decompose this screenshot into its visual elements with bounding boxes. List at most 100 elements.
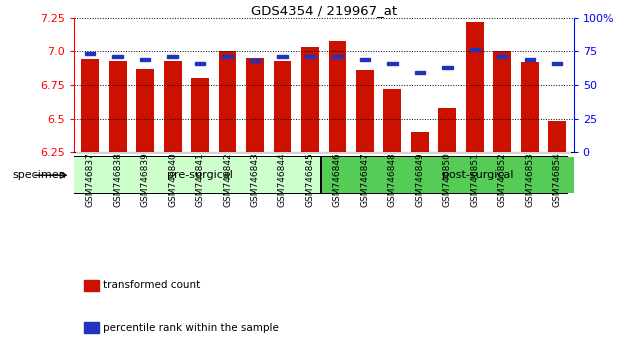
- Bar: [332, 55, 343, 58]
- Bar: [461, 152, 488, 154]
- Bar: [516, 152, 544, 154]
- Bar: [387, 62, 397, 65]
- Bar: [250, 59, 260, 62]
- Bar: [140, 58, 151, 61]
- Bar: [167, 55, 178, 58]
- Bar: [379, 152, 406, 154]
- Text: specimen: specimen: [13, 170, 67, 180]
- Bar: [524, 58, 535, 61]
- Bar: [76, 152, 104, 154]
- Bar: [131, 152, 159, 154]
- Bar: [356, 70, 374, 152]
- Bar: [301, 47, 319, 152]
- Bar: [497, 55, 508, 58]
- Bar: [415, 71, 425, 74]
- Bar: [433, 152, 461, 154]
- Bar: [304, 55, 315, 58]
- Bar: [274, 61, 292, 152]
- Text: GSM746851: GSM746851: [470, 152, 479, 207]
- Bar: [241, 152, 269, 154]
- Bar: [187, 152, 214, 154]
- Text: GSM746838: GSM746838: [113, 152, 122, 207]
- Bar: [351, 152, 379, 154]
- Text: GSM746850: GSM746850: [443, 152, 452, 207]
- Bar: [433, 152, 461, 154]
- Bar: [520, 62, 538, 152]
- Bar: [241, 152, 269, 154]
- Text: GSM746848: GSM746848: [388, 152, 397, 207]
- Text: GSM746837: GSM746837: [86, 152, 95, 207]
- Text: GSM746845: GSM746845: [306, 152, 315, 207]
- Bar: [219, 51, 237, 152]
- Text: GSM746841: GSM746841: [196, 152, 204, 207]
- Bar: [461, 152, 488, 154]
- Bar: [109, 61, 127, 152]
- Bar: [544, 152, 571, 154]
- Bar: [544, 152, 571, 154]
- Bar: [278, 55, 288, 58]
- Text: GSM746852: GSM746852: [498, 152, 507, 207]
- Text: GSM746854: GSM746854: [553, 152, 562, 207]
- Text: percentile rank within the sample: percentile rank within the sample: [103, 322, 279, 332]
- Bar: [438, 108, 456, 152]
- Bar: [246, 58, 264, 152]
- Bar: [76, 152, 104, 154]
- Bar: [296, 152, 324, 154]
- Bar: [470, 48, 480, 51]
- Bar: [214, 152, 241, 154]
- Bar: [159, 152, 187, 154]
- Text: pre-surgical: pre-surgical: [167, 170, 233, 180]
- Bar: [383, 89, 401, 152]
- Text: transformed count: transformed count: [103, 280, 200, 291]
- Bar: [74, 157, 320, 194]
- Bar: [548, 121, 566, 152]
- Text: post-surgical: post-surgical: [442, 170, 513, 180]
- Bar: [379, 152, 406, 154]
- Bar: [222, 55, 233, 58]
- Bar: [85, 52, 96, 55]
- Bar: [488, 152, 516, 154]
- Bar: [214, 152, 241, 154]
- Bar: [466, 22, 484, 152]
- Bar: [516, 152, 544, 154]
- Bar: [163, 61, 181, 152]
- Text: GSM746847: GSM746847: [360, 152, 369, 207]
- Bar: [324, 152, 351, 154]
- Bar: [296, 152, 324, 154]
- Text: GSM746844: GSM746844: [278, 152, 287, 207]
- Bar: [159, 152, 187, 154]
- Bar: [360, 58, 370, 61]
- Bar: [406, 152, 433, 154]
- Bar: [269, 152, 296, 154]
- Bar: [137, 69, 154, 152]
- Bar: [112, 55, 123, 58]
- Bar: [442, 66, 453, 69]
- Text: GSM746839: GSM746839: [140, 152, 149, 207]
- Bar: [494, 51, 511, 152]
- Bar: [328, 41, 346, 152]
- Bar: [324, 152, 351, 154]
- Bar: [187, 152, 214, 154]
- Bar: [488, 152, 516, 154]
- Bar: [191, 78, 209, 152]
- Text: GSM746842: GSM746842: [223, 152, 232, 207]
- Bar: [406, 152, 433, 154]
- Bar: [269, 152, 296, 154]
- Bar: [411, 132, 429, 152]
- Bar: [84, 322, 99, 333]
- Text: GSM746849: GSM746849: [415, 152, 424, 207]
- Bar: [322, 157, 574, 194]
- Title: GDS4354 / 219967_at: GDS4354 / 219967_at: [251, 4, 397, 17]
- Bar: [351, 152, 379, 154]
- Bar: [131, 152, 159, 154]
- Bar: [104, 152, 131, 154]
- Bar: [81, 59, 99, 152]
- Text: GSM746843: GSM746843: [251, 152, 260, 207]
- Text: GSM746840: GSM746840: [168, 152, 177, 207]
- Text: GSM746846: GSM746846: [333, 152, 342, 207]
- Text: GSM746853: GSM746853: [525, 152, 534, 207]
- Bar: [104, 152, 131, 154]
- Bar: [84, 280, 99, 291]
- Bar: [552, 62, 562, 65]
- Bar: [195, 62, 205, 65]
